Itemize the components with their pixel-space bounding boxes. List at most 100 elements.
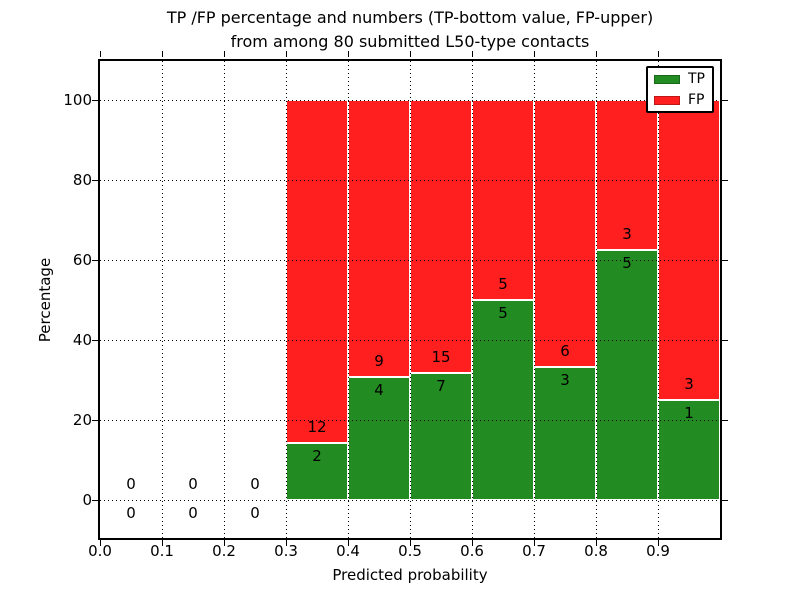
v-gridline [596, 61, 597, 538]
x-tick-label: 0.3 [274, 542, 298, 560]
x-tick-mark-top [595, 51, 597, 57]
fp-bar-segment [534, 100, 596, 367]
chart-title-line2: from among 80 submitted L50-type contact… [230, 32, 590, 51]
fp-count-annotation: 9 [374, 351, 384, 370]
fp-count-annotation: 0 [126, 475, 136, 493]
x-tick-label: 0.9 [646, 542, 670, 560]
x-tick-mark-top [657, 51, 659, 57]
tp-bar-segment [410, 372, 472, 500]
fp-count-annotation: 3 [684, 375, 694, 393]
x-tick-mark [595, 540, 597, 546]
x-tick-mark [533, 540, 535, 546]
fp-count-annotation: 0 [188, 475, 198, 493]
tp-count-annotation: 2 [312, 446, 322, 465]
legend-label-fp: FP [688, 92, 705, 108]
tp-bar-segment [286, 442, 348, 500]
tp-bar-segment [348, 376, 410, 500]
y-tick-label: 40 [72, 331, 92, 349]
x-tick-label: 0.5 [398, 542, 422, 560]
v-gridline [162, 61, 163, 538]
y-tick-mark-right [722, 419, 728, 421]
tp-bar-segment [596, 250, 658, 500]
tp-count-annotation: 5 [622, 254, 632, 272]
y-tick-mark-right [722, 499, 728, 501]
fp-bar-segment [348, 100, 410, 377]
y-tick-label: 100 [63, 91, 92, 109]
fp-bar-segment [472, 100, 534, 300]
legend-swatch-tp [654, 74, 680, 84]
x-tick-mark [99, 540, 101, 546]
chart-title-line1: TP /FP percentage and numbers (TP-bottom… [166, 8, 654, 27]
y-tick-label: 0 [82, 491, 92, 509]
x-tick-label: 0.1 [150, 542, 174, 560]
x-tick-mark [657, 540, 659, 546]
x-tick-label: 0.6 [460, 542, 484, 560]
x-tick-mark [223, 540, 225, 546]
y-tick-mark [92, 499, 98, 501]
v-gridline [224, 61, 225, 538]
legend-item-tp: TP [654, 70, 712, 88]
tp-count-annotation: 7 [436, 376, 446, 395]
plot-area: 0 0 0 0 0 0 12 2 9 4 15 7 5 5 6 3 3 5 3 1 [92, 51, 728, 546]
fp-count-annotation: 6 [560, 341, 570, 360]
x-tick-label: 0.4 [336, 542, 360, 560]
y-tick-label: 60 [72, 251, 92, 269]
fp-bar-segment [658, 100, 720, 400]
v-gridline [658, 61, 659, 538]
fp-count-annotation: 5 [498, 275, 508, 293]
x-tick-mark-top [347, 51, 349, 57]
v-gridline [472, 61, 473, 538]
tp-bar-segment [472, 300, 534, 500]
v-gridline [286, 61, 287, 538]
y-tick-mark [92, 99, 98, 101]
tp-count-annotation: 0 [126, 504, 136, 522]
x-tick-mark [347, 540, 349, 546]
fp-count-annotation: 12 [307, 417, 327, 436]
y-tick-mark [92, 339, 98, 341]
tp-count-annotation: 3 [560, 370, 570, 389]
tp-count-annotation: 0 [188, 504, 198, 522]
y-tick-mark-right [722, 99, 728, 101]
tp-count-annotation: 5 [498, 304, 508, 322]
v-gridline [348, 61, 349, 538]
y-tick-mark [92, 179, 98, 181]
fp-bar-segment [286, 100, 348, 443]
legend-label-tp: TP [688, 71, 705, 87]
x-tick-mark-top [161, 51, 163, 57]
x-tick-mark-top [533, 51, 535, 57]
chart-title: TP /FP percentage and numbers (TP-bottom… [100, 6, 720, 54]
x-tick-mark-top [471, 51, 473, 57]
x-tick-mark [161, 540, 163, 546]
x-tick-mark-top [99, 51, 101, 57]
v-gridline [534, 61, 535, 538]
y-tick-mark-right [722, 179, 728, 181]
x-tick-mark-top [223, 51, 225, 57]
x-axis-label: Predicted probability [332, 566, 488, 584]
legend: TP FP [646, 66, 714, 113]
x-tick-mark [409, 540, 411, 546]
fp-count-annotation: 3 [622, 225, 632, 243]
tp-count-annotation: 1 [684, 404, 694, 422]
x-tick-mark [471, 540, 473, 546]
y-tick-mark-right [722, 259, 728, 261]
x-tick-mark-top [285, 51, 287, 57]
fp-count-annotation: 0 [250, 475, 260, 493]
tp-count-annotation: 0 [250, 504, 260, 522]
x-tick-mark [285, 540, 287, 546]
legend-item-fp: FP [654, 91, 712, 109]
x-tick-label: 0.7 [522, 542, 546, 560]
fp-count-annotation: 15 [431, 347, 451, 366]
v-gridline [410, 61, 411, 538]
y-tick-label: 80 [72, 171, 92, 189]
y-axis-label: Percentage [36, 257, 54, 343]
x-tick-label: 0.0 [88, 542, 112, 560]
x-tick-label: 0.2 [212, 542, 236, 560]
tp-count-annotation: 4 [374, 380, 384, 399]
x-tick-mark-top [409, 51, 411, 57]
y-tick-mark [92, 419, 98, 421]
y-tick-mark [92, 259, 98, 261]
y-tick-mark-right [722, 339, 728, 341]
legend-swatch-fp [654, 95, 680, 105]
fp-bar-segment [410, 100, 472, 373]
